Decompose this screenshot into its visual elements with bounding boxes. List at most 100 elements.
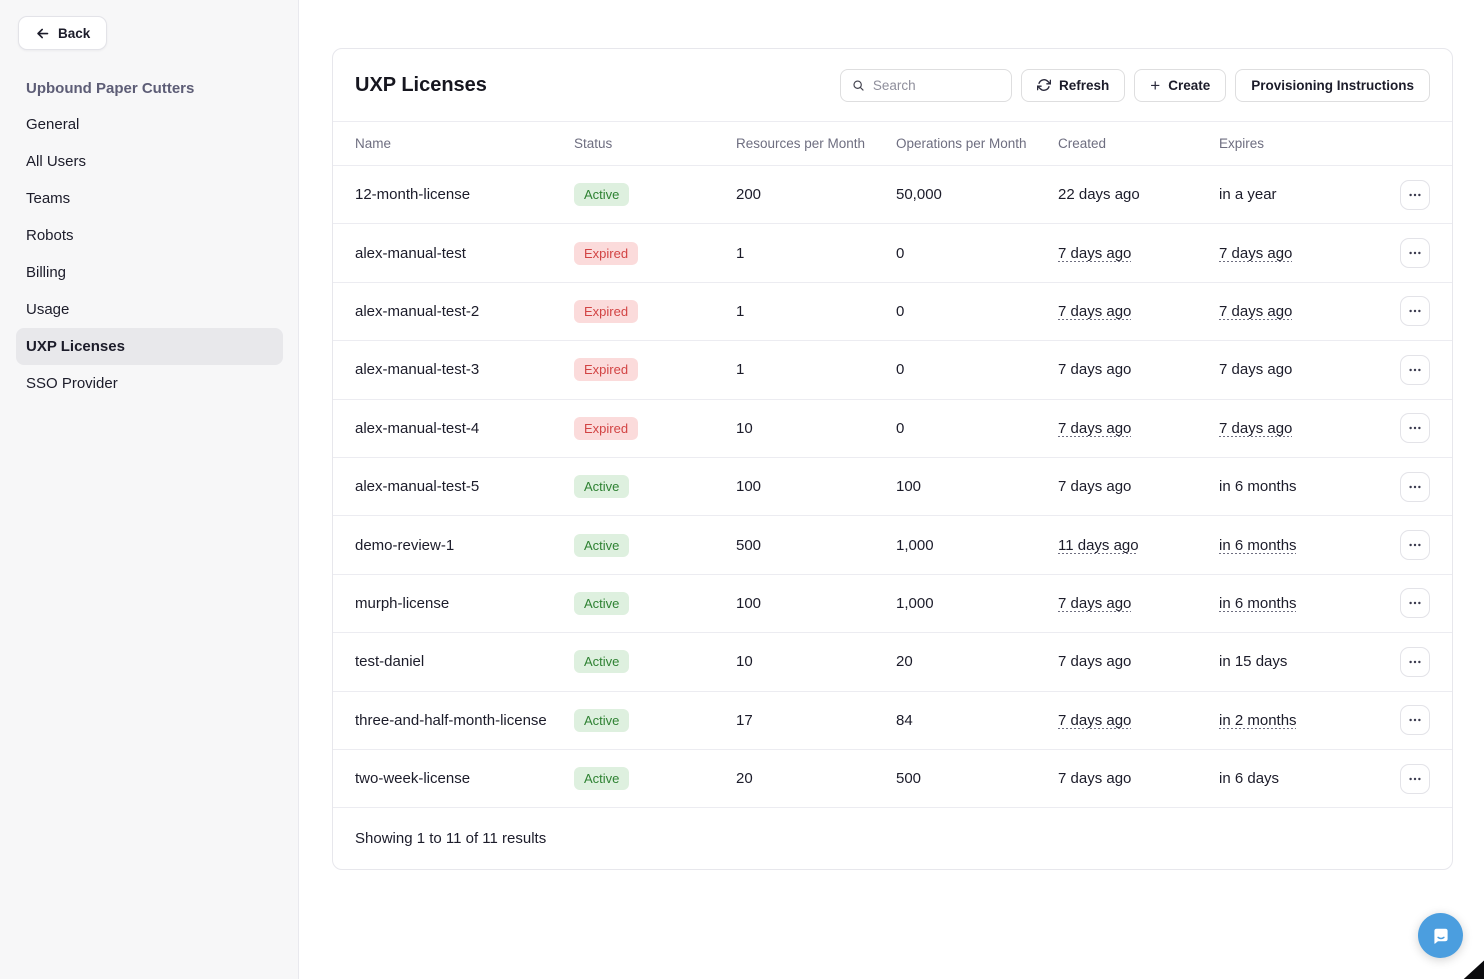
status-badge: Active <box>574 650 630 674</box>
row-actions-button[interactable] <box>1400 763 1430 794</box>
row-actions-button[interactable] <box>1400 646 1430 677</box>
status-cell: Active <box>574 475 736 499</box>
license-name: 12-month-license <box>355 186 471 204</box>
resources-per-month-value: 1 <box>736 302 745 320</box>
ellipsis-icon <box>1409 368 1421 372</box>
created-date[interactable]: 7 days ago <box>1058 302 1132 320</box>
status-cell: Expired <box>574 416 736 440</box>
resources-per-month-value: 100 <box>736 478 762 496</box>
resources-per-month-value: 1 <box>736 361 745 379</box>
row-actions-button[interactable] <box>1400 471 1430 502</box>
expires-cell: in 6 months <box>1219 478 1380 495</box>
resources-per-month-value: 20 <box>736 770 753 788</box>
expires-cell: in 2 months <box>1219 712 1380 729</box>
created-date[interactable]: 11 days ago <box>1058 536 1139 554</box>
row-actions-button[interactable] <box>1400 530 1430 561</box>
status-badge: Expired <box>574 358 639 382</box>
row-actions-button[interactable] <box>1400 588 1430 619</box>
column-header-operations: Operations per Month <box>896 136 1027 151</box>
page-title: UXP Licenses <box>355 73 487 96</box>
resources-per-month-value: 100 <box>736 594 762 612</box>
row-actions-button[interactable] <box>1400 238 1430 269</box>
expires-date[interactable]: 7 days ago <box>1219 302 1293 320</box>
actions-cell <box>1380 646 1430 677</box>
created-date[interactable]: 7 days ago <box>1058 770 1132 788</box>
table-row: alex-manual-test Expired 1 0 7 days ago 7 day… <box>333 224 1452 283</box>
refresh-button[interactable]: Refresh <box>1020 68 1126 102</box>
provisioning-instructions-button[interactable]: Provisioning Instructions <box>1235 68 1430 102</box>
expires-date[interactable]: 7 days ago <box>1219 244 1293 262</box>
created-cell: 7 days ago <box>1058 303 1219 320</box>
license-name: alex-manual-test-3 <box>355 361 480 379</box>
ellipsis-icon <box>1409 602 1421 605</box>
status-badge: Active <box>574 591 630 615</box>
sidebar-item-robots[interactable]: Robots <box>26 227 74 244</box>
created-date[interactable]: 7 days ago <box>1058 419 1132 437</box>
back-label: Back <box>58 25 91 41</box>
sidebar-item-uxp-licenses[interactable]: UXP Licenses <box>16 328 283 365</box>
ellipsis-icon <box>1409 660 1421 664</box>
row-actions-button[interactable] <box>1400 354 1430 385</box>
created-date[interactable]: 7 days ago <box>1058 478 1132 496</box>
sidebar-item-billing[interactable]: Billing <box>26 264 67 281</box>
operations-per-month-value: 1,000 <box>896 536 934 554</box>
back-button[interactable]: Back <box>18 16 108 50</box>
expires-cell: 7 days ago <box>1219 420 1380 437</box>
row-actions-button[interactable] <box>1400 413 1430 444</box>
table-row: two-week-license Active 20 500 7 days ago in … <box>333 750 1452 809</box>
sidebar-item-sso-provider[interactable]: SSO Provider <box>26 375 118 392</box>
license-name: alex-manual-test-2 <box>355 302 480 320</box>
expires-date[interactable]: in 6 days <box>1219 770 1280 788</box>
resources-per-month-value: 17 <box>736 711 753 729</box>
created-cell: 7 days ago <box>1058 712 1219 729</box>
plus-icon: + <box>1150 75 1161 95</box>
expires-date[interactable]: in 2 months <box>1219 711 1297 729</box>
created-date[interactable]: 7 days ago <box>1058 653 1132 671</box>
status-badge: Active <box>574 767 630 791</box>
license-name: alex-manual-test-4 <box>355 419 480 437</box>
sidebar-item-all-users[interactable]: All Users <box>26 153 87 170</box>
expires-date[interactable]: in 15 days <box>1219 653 1288 671</box>
column-header-status: Status <box>574 136 613 151</box>
created-cell: 7 days ago <box>1058 478 1219 495</box>
expires-date[interactable]: in 6 months <box>1219 594 1297 612</box>
license-name: alex-manual-test <box>355 244 466 262</box>
sidebar-item-teams[interactable]: Teams <box>26 190 71 207</box>
sidebar-item-general[interactable]: General <box>26 116 80 133</box>
table-body: 12-month-license Active 200 50,000 22 days a… <box>333 166 1452 809</box>
created-date[interactable]: 7 days ago <box>1058 594 1132 612</box>
actions-cell <box>1380 471 1430 502</box>
row-actions-button[interactable] <box>1400 705 1430 736</box>
created-cell: 7 days ago <box>1058 420 1219 437</box>
row-actions-button[interactable] <box>1400 296 1430 327</box>
created-date[interactable]: 7 days ago <box>1058 244 1132 262</box>
row-actions-button[interactable] <box>1400 179 1430 210</box>
search-input[interactable] <box>872 77 1000 93</box>
operations-per-month-value: 0 <box>896 361 905 379</box>
created-date[interactable]: 7 days ago <box>1058 361 1132 379</box>
created-date[interactable]: 7 days ago <box>1058 711 1132 729</box>
expires-date[interactable]: in 6 months <box>1219 478 1297 496</box>
table-row: murph-license Active 100 1,000 7 days ago in … <box>333 575 1452 634</box>
created-date[interactable]: 22 days ago <box>1058 186 1140 204</box>
expires-date[interactable]: 7 days ago <box>1219 419 1293 437</box>
created-cell: 7 days ago <box>1058 770 1219 787</box>
operations-per-month-value: 100 <box>896 478 922 496</box>
status-badge: Active <box>574 183 630 207</box>
create-label: Create <box>1168 77 1211 93</box>
expires-date[interactable]: 7 days ago <box>1219 361 1293 379</box>
chat-launcher-button[interactable] <box>1418 913 1463 958</box>
created-cell: 7 days ago <box>1058 245 1219 262</box>
operations-per-month-value: 500 <box>896 770 922 788</box>
actions-cell <box>1380 179 1430 210</box>
actions-cell <box>1380 588 1430 619</box>
expires-cell: 7 days ago <box>1219 361 1380 378</box>
ellipsis-icon <box>1409 193 1421 196</box>
expires-cell: in 6 months <box>1219 537 1380 554</box>
expires-date[interactable]: in a year <box>1219 186 1277 204</box>
create-button[interactable]: + Create <box>1134 68 1227 102</box>
expires-date[interactable]: in 6 months <box>1219 536 1297 554</box>
sidebar-item-usage[interactable]: Usage <box>26 301 70 318</box>
expires-cell: 7 days ago <box>1219 245 1380 262</box>
